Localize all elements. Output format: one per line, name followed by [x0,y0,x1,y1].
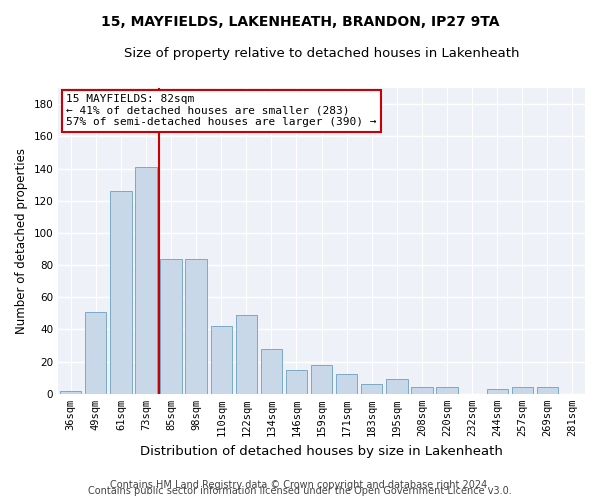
Bar [361,384,382,394]
Bar [487,389,508,394]
Text: 15 MAYFIELDS: 82sqm
← 41% of detached houses are smaller (283)
57% of semi-detac: 15 MAYFIELDS: 82sqm ← 41% of detached ho… [66,94,377,128]
Text: Contains HM Land Registry data © Crown copyright and database right 2024.: Contains HM Land Registry data © Crown c… [110,480,490,490]
Bar [261,348,282,394]
Bar [336,374,358,394]
Bar [136,167,157,394]
Bar [512,388,533,394]
Text: Contains public sector information licensed under the Open Government Licence v3: Contains public sector information licen… [88,486,512,496]
Bar [211,326,232,394]
Y-axis label: Number of detached properties: Number of detached properties [15,148,28,334]
Bar [537,388,558,394]
Bar [411,388,433,394]
Bar [236,315,257,394]
Bar [110,191,131,394]
Bar [436,388,458,394]
Bar [85,312,106,394]
X-axis label: Distribution of detached houses by size in Lakenheath: Distribution of detached houses by size … [140,444,503,458]
Bar [286,370,307,394]
Bar [311,365,332,394]
Bar [386,380,407,394]
Title: Size of property relative to detached houses in Lakenheath: Size of property relative to detached ho… [124,48,520,60]
Bar [160,258,182,394]
Bar [60,390,82,394]
Text: 15, MAYFIELDS, LAKENHEATH, BRANDON, IP27 9TA: 15, MAYFIELDS, LAKENHEATH, BRANDON, IP27… [101,15,499,29]
Bar [185,258,207,394]
